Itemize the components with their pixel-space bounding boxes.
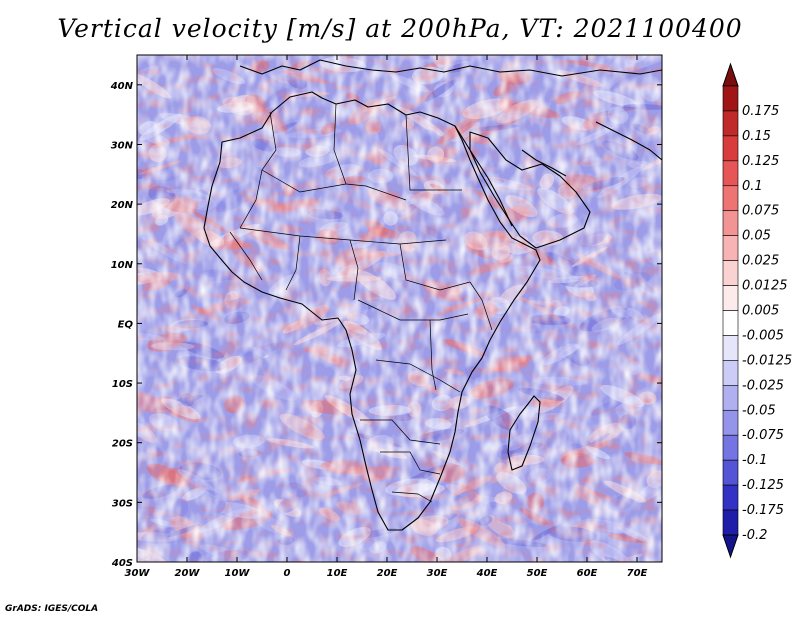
lat-tick-label: 10S	[112, 379, 133, 390]
madagascar-coastline	[507, 395, 541, 471]
colorbar-swatch	[722, 459, 739, 486]
colorbar-swatch	[722, 110, 739, 137]
colorbar-label: -0.2	[742, 528, 767, 543]
lon-tick-label: 10E	[327, 568, 348, 579]
colorbar-swatch	[722, 335, 739, 361]
colorbar-label: 0.005	[742, 304, 779, 319]
lat-tick-label: 30N	[111, 140, 134, 151]
colorbar-label: -0.175	[742, 503, 784, 518]
colorbar-label: 0.05	[742, 229, 771, 244]
plot-frame	[136, 54, 663, 563]
colorbar-swatch	[722, 434, 739, 461]
lat-tick-label: 10N	[111, 260, 134, 271]
colorbar-label: -0.0125	[742, 353, 792, 368]
colorbar-label: 0.175	[742, 104, 779, 119]
lat-tick-label: 20N	[111, 200, 134, 211]
persian-gulf	[521, 149, 567, 177]
colorbar-label: -0.025	[742, 378, 784, 393]
velocity-field	[137, 55, 662, 562]
lon-tick-label: 60E	[577, 568, 598, 579]
colorbar-swatch	[722, 310, 739, 336]
lat-tick-label: EQ	[118, 319, 134, 330]
colorbar-swatch	[722, 85, 739, 112]
colorbar-swatch	[722, 235, 739, 261]
colorbar-label: 0.1	[742, 179, 763, 194]
colorbar-label: 0.15	[742, 129, 771, 144]
colorbar-swatch	[722, 484, 739, 511]
colorbar-swatch	[722, 509, 739, 536]
colorbar-label: 0.075	[742, 204, 779, 219]
colorbar-label: 0.0125	[742, 279, 788, 294]
colorbar-label: -0.005	[742, 328, 784, 343]
colorbar-label: -0.075	[742, 428, 784, 443]
india-coastline	[595, 121, 662, 161]
colorbar-label: -0.1	[742, 453, 767, 468]
lon-tick-label: 20W	[175, 568, 201, 579]
colorbar-swatch	[722, 260, 739, 286]
colorbar-label: 0.125	[742, 154, 779, 169]
colorbar-label: -0.05	[742, 403, 776, 418]
arabia-coastline	[469, 131, 591, 249]
lon-tick-label: 20E	[377, 568, 398, 579]
grads-credit: GrADS: IGES/COLA	[5, 604, 99, 614]
lon-tick-label: 40E	[476, 568, 498, 579]
colorbar-swatch	[722, 409, 739, 436]
map-title: Vertical velocity [m/s] at 200hPa, VT: 2…	[57, 14, 743, 43]
red-sea	[454, 125, 513, 227]
colorbar-swatch	[722, 285, 739, 311]
lon-tick-label: 30E	[427, 568, 448, 579]
lat-tick-label: 40N	[110, 81, 134, 92]
axis-ticks: 30W 20W 10W 0 10E 20E 30E 40E 50E 60E 70E 40N 30N 20N…	[110, 55, 662, 579]
lon-tick-label: 50E	[527, 568, 548, 579]
lon-tick-label: 0	[284, 568, 291, 579]
coastlines	[203, 59, 662, 531]
colorbar-swatch	[722, 160, 739, 187]
colorbar-swatch	[722, 185, 739, 212]
colorbar-bottom-arrow	[722, 534, 739, 559]
colorbar-top-arrow	[722, 62, 739, 87]
colorbar-swatch	[722, 135, 739, 162]
colorbar-swatch	[722, 385, 739, 411]
africa-coastline	[203, 91, 541, 531]
lon-tick-label: 70E	[627, 568, 648, 579]
country-borders	[229, 103, 493, 503]
lon-tick-label: 30W	[125, 568, 151, 579]
lat-tick-label: 30S	[112, 498, 133, 509]
europe-coastline	[239, 59, 662, 77]
lat-tick-label: 20S	[112, 439, 133, 450]
colorbar-label: 0.025	[742, 254, 779, 269]
lon-tick-label: 10W	[225, 568, 251, 579]
colorbar-swatch	[722, 210, 739, 236]
colorbar-legend: 0.175 0.15 0.125 0.1 0.075 0.05 0.025 0.0125 0.0…	[722, 62, 792, 559]
lat-tick-label: 40S	[111, 558, 133, 569]
colorbar-swatch	[722, 360, 739, 386]
colorbar-label: -0.125	[742, 478, 784, 493]
